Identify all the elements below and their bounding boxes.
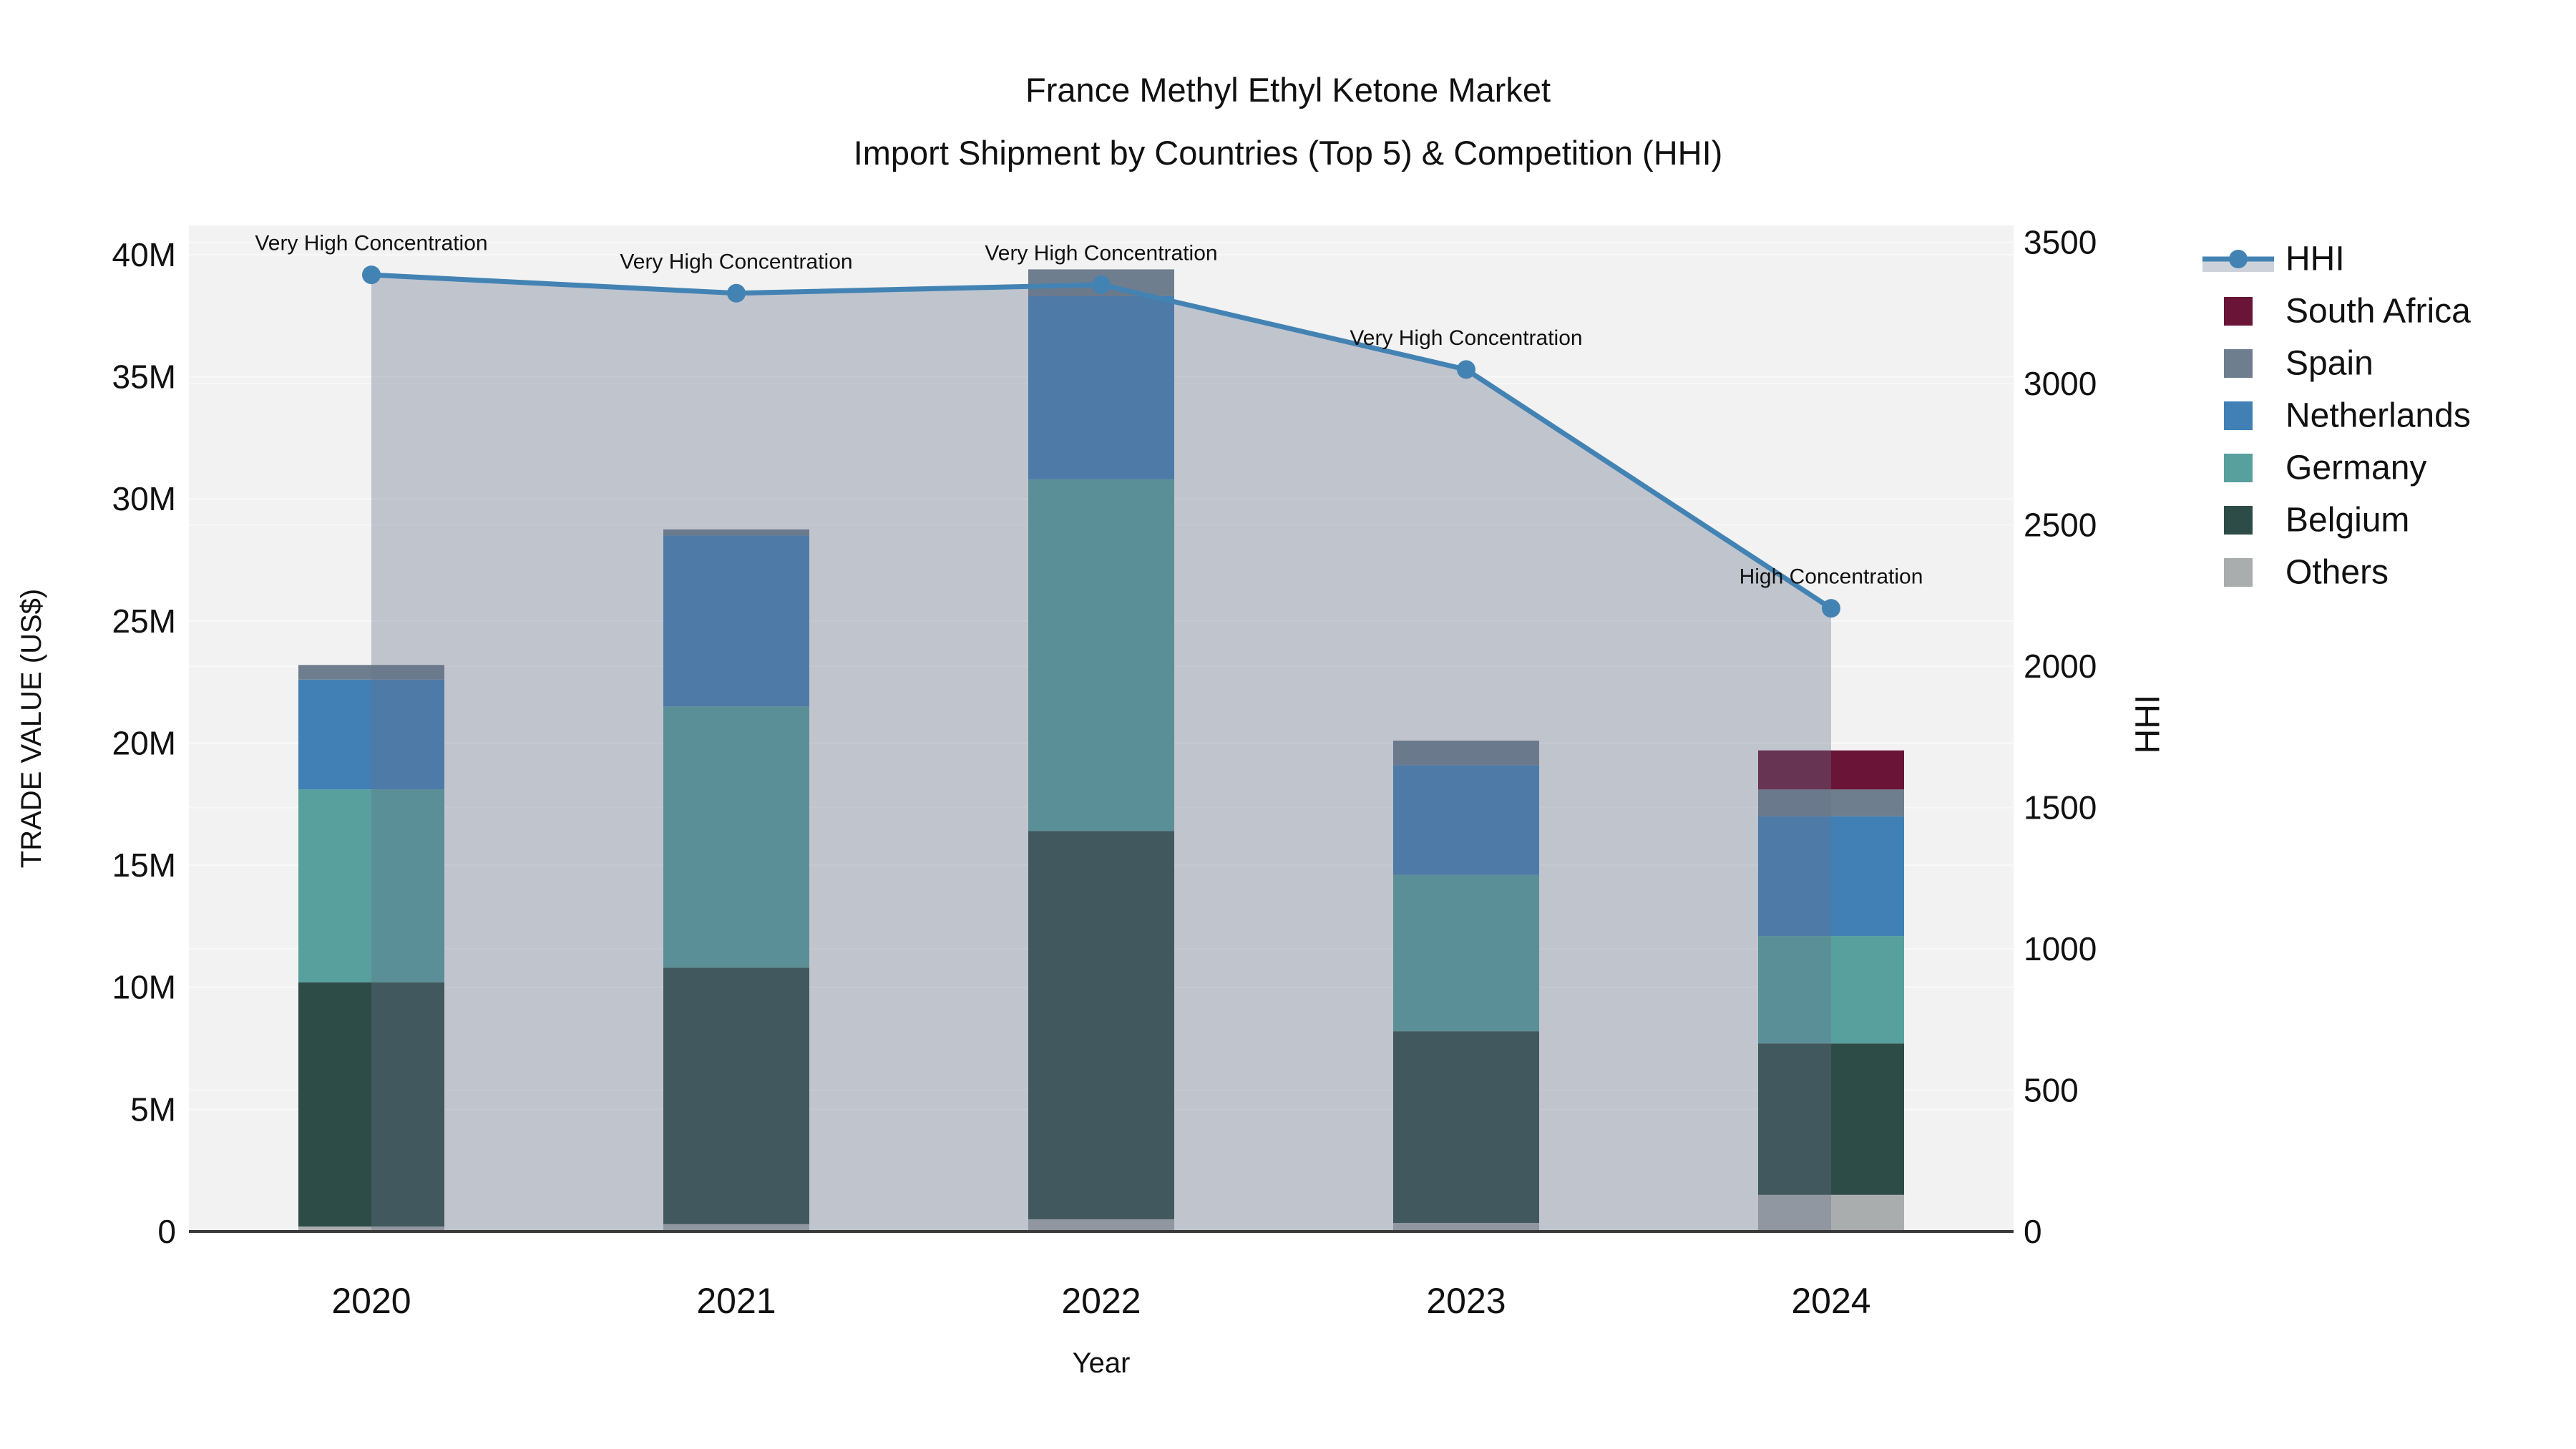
legend-label: Netherlands <box>2285 397 2471 435</box>
right-tick-0: 0 <box>2024 1213 2042 1250</box>
bar-segment-2022-others <box>1028 1219 1174 1231</box>
legend-label: HHI <box>2285 240 2345 278</box>
x-axis-title: Year <box>1073 1347 1131 1379</box>
hhi-marker-2024 <box>1822 599 1840 618</box>
chart-title-line1: France Methyl Ethyl Ketone Market <box>1025 71 1551 109</box>
left-tick-0: 0 <box>157 1213 176 1250</box>
hhi-marker-2020 <box>362 265 381 285</box>
legend-hhi-marker-icon <box>2229 250 2248 268</box>
legend-label: Belgium <box>2285 502 2409 540</box>
bar-segment-2021-germany <box>663 706 809 968</box>
annotation-2022: Very High Concentration <box>985 241 1217 265</box>
bar-segment-2024-germany <box>1758 936 1904 1044</box>
bar-segment-2020-germany <box>298 789 444 982</box>
hhi-marker-2023 <box>1457 360 1475 379</box>
legend-swatch-germany <box>2224 454 2253 482</box>
legend-item-others[interactable]: Others <box>2224 554 2389 592</box>
hhi-marker-2021 <box>727 283 746 303</box>
legend-item-germany[interactable]: Germany <box>2224 449 2426 487</box>
legend-label: Others <box>2285 554 2389 592</box>
x-tick-2022: 2022 <box>1061 1281 1141 1321</box>
right-tick-2500: 2500 <box>2024 507 2097 544</box>
left-tick-5: 5M <box>130 1091 176 1128</box>
annotation-2023: Very High Concentration <box>1350 326 1582 350</box>
bar-segment-2021-spain <box>663 529 809 536</box>
left-tick-30: 30M <box>112 480 176 517</box>
legend-label: Spain <box>2285 345 2373 383</box>
bar-segment-2021-others <box>663 1224 809 1231</box>
x-tick-2024: 2024 <box>1791 1281 1870 1321</box>
legend-label: South Africa <box>2285 293 2471 331</box>
legend-item-netherlands[interactable]: Netherlands <box>2224 397 2471 435</box>
legend-item-hhi[interactable]: HHI <box>2202 240 2345 278</box>
bar-segment-2023-belgium <box>1393 1031 1539 1224</box>
left-tick-40: 40M <box>112 236 176 273</box>
right-tick-2000: 2000 <box>2024 648 2097 685</box>
left-tick-15: 15M <box>112 847 176 884</box>
left-tick-10: 10M <box>112 969 176 1006</box>
right-axis-title: HHI <box>2129 695 2167 754</box>
legend-item-belgium[interactable]: Belgium <box>2224 502 2409 540</box>
bar-segment-2024-spain <box>1758 789 1904 816</box>
annotation-2021: Very High Concentration <box>620 250 852 273</box>
right-tick-3500: 3500 <box>2024 224 2097 261</box>
bar-segment-2020-others <box>298 1226 444 1231</box>
right-tick-1000: 1000 <box>2024 930 2097 967</box>
bar-segment-2023-netherlands <box>1393 765 1539 875</box>
bar-segment-2024-others <box>1758 1194 1904 1231</box>
bar-segment-2021-netherlands <box>663 535 809 707</box>
annotation-2024: High Concentration <box>1740 565 1923 589</box>
legend-label: Germany <box>2285 449 2426 487</box>
legend-item-south-africa[interactable]: South Africa <box>2224 293 2471 331</box>
bar-segment-2024-belgium <box>1758 1043 1904 1195</box>
left-tick-20: 20M <box>112 724 176 761</box>
hhi-marker-2022 <box>1092 275 1111 294</box>
bar-segment-2022-germany <box>1028 479 1174 831</box>
x-tick-2021: 2021 <box>696 1281 776 1321</box>
bar-segment-2021-belgium <box>663 967 809 1224</box>
legend-swatch-netherlands <box>2224 401 2253 430</box>
legend-swatch-others <box>2224 558 2253 587</box>
right-tick-3000: 3000 <box>2024 365 2097 402</box>
left-tick-25: 25M <box>112 602 176 640</box>
left-tick-35: 35M <box>112 358 176 396</box>
x-tick-2023: 2023 <box>1426 1281 1506 1321</box>
annotation-2020: Very High Concentration <box>255 232 487 255</box>
legend-swatch-south-africa <box>2224 297 2253 326</box>
bar-segment-2022-netherlands <box>1028 296 1174 479</box>
bar-segment-2024-netherlands <box>1758 816 1904 937</box>
legend-item-spain[interactable]: Spain <box>2224 345 2373 383</box>
x-tick-2020: 2020 <box>331 1281 411 1321</box>
right-tick-500: 500 <box>2024 1072 2079 1109</box>
legend-swatch-belgium <box>2224 506 2253 535</box>
bar-segment-2023-germany <box>1393 874 1539 1032</box>
bar-segment-2023-others <box>1393 1223 1539 1231</box>
bar-segment-2020-spain <box>298 665 444 680</box>
bar-segment-2024-south-africa <box>1758 750 1904 790</box>
bar-segment-2020-netherlands <box>298 679 444 790</box>
bar-segment-2023-spain <box>1393 741 1539 766</box>
right-tick-1500: 1500 <box>2024 789 2097 826</box>
bar-segment-2020-belgium <box>298 982 444 1227</box>
hhi-area-fill <box>371 275 1831 1231</box>
bar-segment-2022-belgium <box>1028 831 1174 1219</box>
left-axis-title: TRADE VALUE (US$) <box>16 589 47 868</box>
legend-swatch-spain <box>2224 349 2253 378</box>
chart-title-line2: Import Shipment by Countries (Top 5) & C… <box>854 134 1723 172</box>
